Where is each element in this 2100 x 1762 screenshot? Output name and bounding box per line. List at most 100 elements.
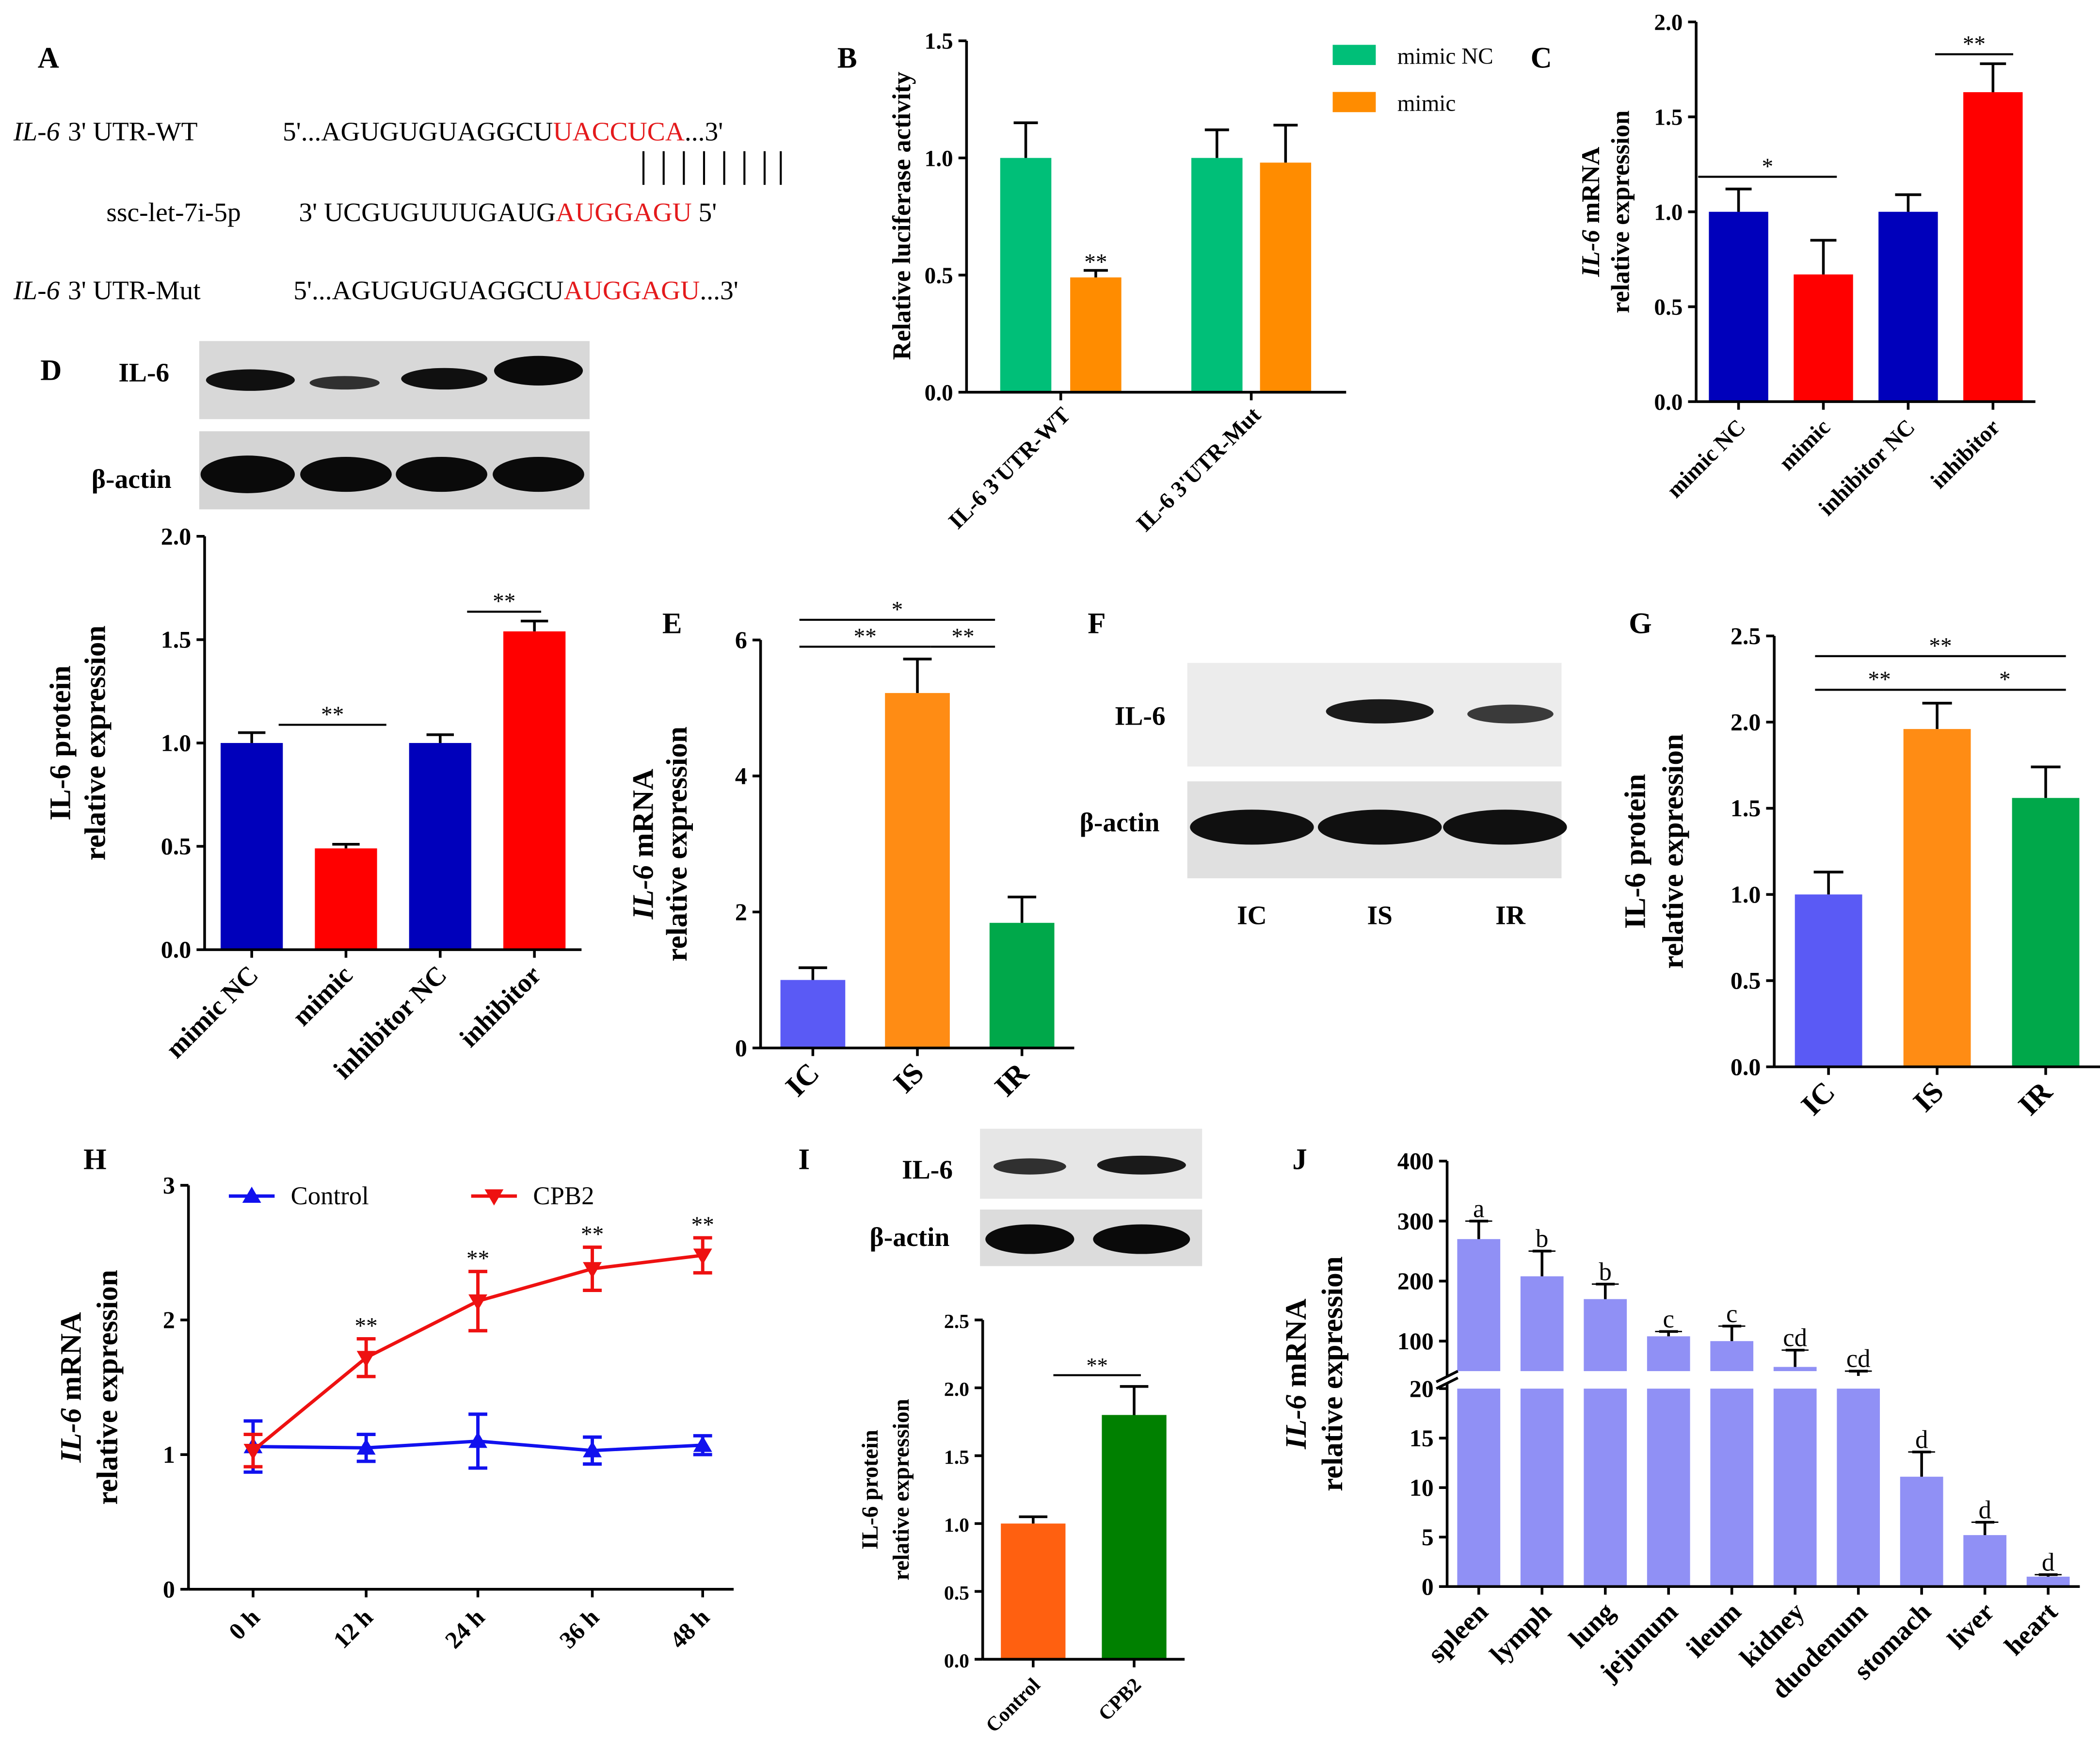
bar [1584, 1389, 1627, 1587]
y-tick-label: 1.5 [1731, 794, 1761, 822]
bar [315, 848, 377, 950]
y-tick-label: 0.0 [1731, 1053, 1761, 1080]
bar [1773, 1367, 1817, 1372]
significance-label: * [892, 597, 903, 622]
bar [1900, 1476, 1943, 1587]
y-tick-label: 1.0 [944, 1514, 969, 1536]
panel-label-e: E [662, 608, 682, 640]
y-tick-label: 2.0 [1731, 709, 1761, 736]
data-point [693, 1248, 712, 1265]
significance-label: ** [466, 1246, 489, 1272]
y-tick-label: 2.0 [161, 522, 191, 550]
significance-label: ** [321, 702, 344, 727]
bar [221, 743, 283, 950]
data-point [583, 1262, 602, 1278]
blot-band [1326, 699, 1434, 724]
axis-break-mark [1436, 1376, 1459, 1390]
y-tick-label: 2 [163, 1306, 175, 1333]
bar [1794, 274, 1853, 402]
bar [1647, 1336, 1690, 1372]
y-axis-label: relative expression [889, 1399, 914, 1580]
bar [1795, 894, 1862, 1067]
y-tick-label: 6 [735, 626, 747, 653]
y-tick-label: 1.0 [161, 729, 191, 757]
y-tick-label: 300 [1397, 1207, 1434, 1234]
significance-label: ** [493, 589, 515, 614]
bar [1102, 1415, 1167, 1660]
y-axis-label: relative expression [1606, 110, 1635, 313]
panel-a-sequences: IL-6 3' UTR-WT 5'...AGUGUGUAGGCUUACCUCA...… [13, 117, 782, 306]
significance-label: ** [854, 624, 877, 649]
y-tick-label: 0.5 [1731, 967, 1761, 994]
significance-label: ** [691, 1212, 714, 1238]
bar [503, 631, 566, 950]
bar [409, 743, 471, 950]
bar [1000, 158, 1052, 392]
base-pair-lines [642, 151, 782, 185]
y-tick-label: 0.5 [925, 263, 953, 289]
y-axis-label: relative expression [80, 626, 112, 861]
data-point [356, 1351, 376, 1367]
y-axis-label: IL-6 mRNA [1280, 1298, 1313, 1449]
axis-break-mark [1436, 1370, 1459, 1383]
bar [2026, 1576, 2070, 1587]
mut-sequence: IL-6 3' UTR-Mut 5'...AGUGUGUAGGCUAUGGAGU..… [13, 276, 738, 306]
significance-label: ** [581, 1222, 604, 1247]
significance-label: ** [1963, 32, 1986, 57]
bar [1191, 158, 1243, 392]
group-letter: cd [1846, 1345, 1871, 1373]
legend-label: mimic NC [1397, 44, 1493, 69]
y-tick-label: 400 [1397, 1148, 1434, 1175]
y-tick-label: 10 [1410, 1474, 1434, 1501]
significance-label: ** [1084, 250, 1107, 275]
y-tick-label: 1.5 [1654, 105, 1683, 130]
western-blot-f: IL-6 β-actin IC IS IR [1080, 663, 1567, 930]
data-point [468, 1431, 488, 1448]
blot-i-actin-label: β-actin [869, 1223, 949, 1252]
y-tick-label: 100 [1397, 1327, 1434, 1355]
y-tick-label: 200 [1397, 1267, 1434, 1294]
group-letter: cd [1783, 1324, 1807, 1352]
blot-band [1190, 809, 1314, 845]
bar [1710, 1341, 1754, 1372]
y-axis-label: IL-6 protein [1619, 774, 1652, 929]
significance-label: * [1999, 667, 2011, 693]
blot-band [993, 1158, 1066, 1175]
blot-f-lane: IC [1237, 901, 1267, 930]
y-axis-label: IL-6 protein [44, 665, 77, 821]
bar [1457, 1239, 1501, 1372]
mirna-sequence: ssc-let-7i-5p 3' UCGUGUUUGAUGAUGGAGU 5' [106, 198, 717, 227]
blot-band [300, 456, 392, 492]
group-letter: d [1915, 1425, 1928, 1454]
group-letter: d [2042, 1548, 2054, 1576]
panel-j-chart: aspleenblymphblungcjejunumcileumcdkidney… [1280, 1148, 2080, 1705]
y-tick-label: 0.5 [161, 833, 191, 860]
y-axis-label: relative expression [92, 1270, 124, 1505]
bar [1903, 729, 1971, 1067]
blot-band [493, 456, 584, 492]
y-tick-label: 0.5 [944, 1582, 969, 1604]
y-tick-label: 4 [735, 762, 747, 790]
group-letter: c [1663, 1305, 1674, 1333]
bar [1584, 1299, 1627, 1372]
bar [1647, 1389, 1690, 1587]
blot-band [1093, 1224, 1190, 1254]
y-tick-label: 0.0 [1654, 390, 1683, 415]
blot-f-lane: IR [1495, 901, 1526, 930]
y-tick-label: 2 [735, 898, 747, 925]
blot-band [309, 376, 380, 390]
wt-sequence: IL-6 3' UTR-WT 5'...AGUGUGUAGGCUUACCUCA...… [13, 117, 723, 147]
panel-label-a: A [38, 42, 59, 75]
blot-band [206, 369, 295, 391]
bar [1070, 277, 1122, 392]
bar [989, 922, 1055, 1048]
data-point [243, 1443, 263, 1460]
legend-label: mimic [1397, 91, 1456, 116]
panel-label-g: G [1629, 608, 1652, 640]
panel-label-h: H [83, 1144, 107, 1176]
y-tick-label: 1.0 [1731, 881, 1761, 908]
panel-label-d: D [40, 355, 62, 387]
bar [1878, 211, 1938, 402]
significance-label: ** [1929, 633, 1952, 659]
